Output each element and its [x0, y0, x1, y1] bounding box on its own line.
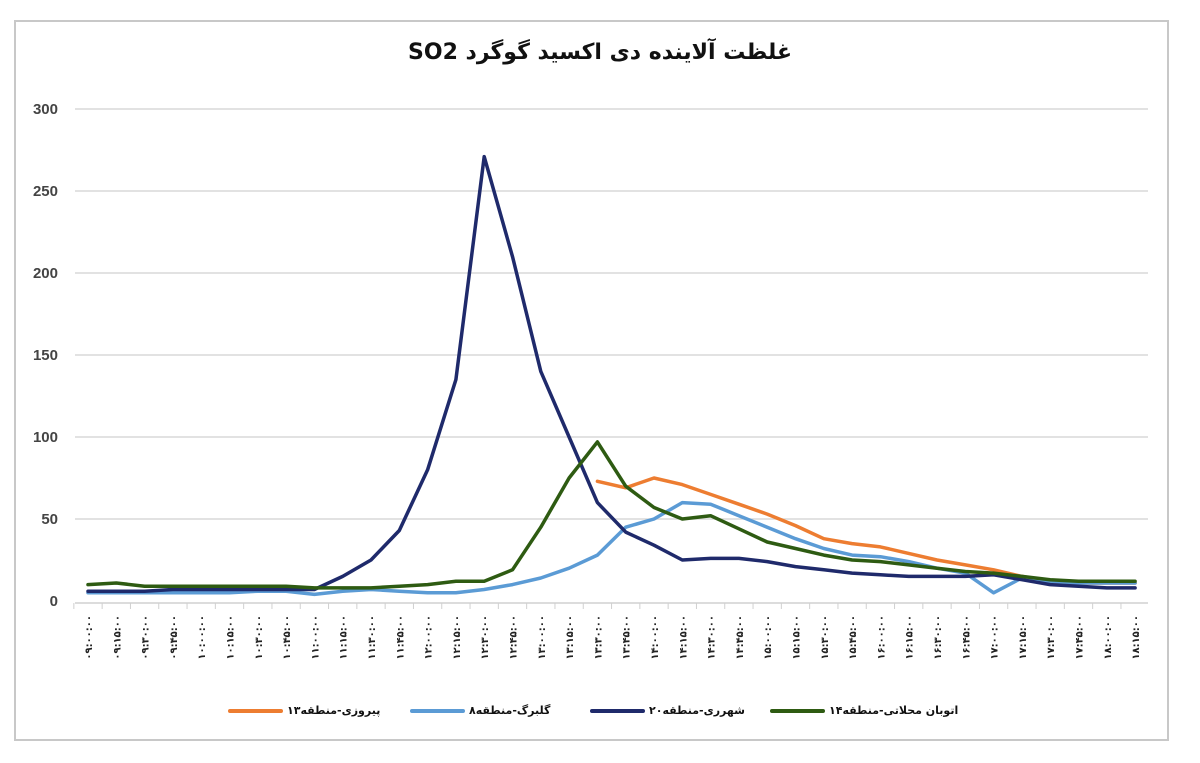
- x-tick-label: ۱۲:۰۰:۰۰: [424, 615, 435, 660]
- x-tick-label: ۰۹:۴۵:۰۰: [169, 615, 180, 660]
- legend-swatch-navy: [590, 708, 645, 713]
- x-axis: ۰۹:۰۰:۰۰ ۰۹:۱۵:۰۰ ۰۹:۳۰:۰۰ ۰۹:۴۵:۰۰ ۱۰:۰۰:۰۰…: [73, 602, 1148, 660]
- series-line: [86, 440, 1137, 590]
- x-tick-label: ۱۴:۴۵:۰۰: [735, 615, 746, 660]
- legend-label: اتوبان محلاتی-منطقه۱۴: [829, 704, 959, 717]
- legend-item-piroozi: پیروزی-منطقه۱۳: [228, 704, 380, 717]
- y-tick-label: 0: [50, 593, 58, 610]
- x-tick-label: ۱۶:۱۵:۰۰: [905, 615, 916, 660]
- x-tick-label: ۱۷:۳۰:۰۰: [1046, 615, 1057, 660]
- series-line: [86, 154, 1137, 593]
- x-tick-label: ۱۵:۰۰:۰۰: [763, 615, 774, 660]
- legend-item-mahallati: اتوبان محلاتی-منطقه۱۴: [770, 704, 958, 717]
- y-tick-label: 250: [33, 183, 58, 200]
- x-tick-label: ۱۱:۴۵:۰۰: [395, 615, 406, 660]
- chart-title: غلظت آلاینده دی اکسید گوگرد SO2: [408, 40, 792, 65]
- x-tick-label: ۱۸:۰۰:۰۰: [1103, 615, 1114, 660]
- y-tick-label: 100: [33, 429, 58, 446]
- y-tick-label: 150: [33, 347, 58, 364]
- x-tick-label: ۱۰:۳۰:۰۰: [254, 615, 265, 660]
- x-tick-label: ۱۲:۱۵:۰۰: [452, 615, 463, 660]
- x-tick-label: ۰۹:۳۰:۰۰: [141, 615, 152, 660]
- x-tick-label: ۱۲:۳۰:۰۰: [480, 615, 491, 660]
- x-tick-label: ۱۸:۱۵:۰۰: [1131, 615, 1142, 660]
- legend-label: پیروزی-منطقه۱۳: [287, 704, 381, 717]
- y-tick-label: 50: [41, 511, 58, 528]
- legend: پیروزی-منطقه۱۳ گلبرگ-منطقه۸ شهرری-منطقه۲…: [0, 704, 1200, 724]
- x-tick-label: ۱۶:۰۰:۰۰: [876, 615, 887, 660]
- x-tick-label: ۰۹:۱۵:۰۰: [112, 615, 123, 660]
- x-tick-label: ۱۰:۰۰:۰۰: [197, 615, 208, 660]
- legend-swatch-orange: [228, 708, 283, 713]
- x-tick-label: ۱۲:۴۵:۰۰: [509, 615, 520, 660]
- x-tick-label: ۱۵:۱۵:۰۰: [792, 615, 803, 660]
- x-tick-label: ۱۱:۱۵:۰۰: [339, 615, 350, 660]
- x-tick-label: ۱۴:۱۵:۰۰: [678, 615, 689, 660]
- legend-swatch-lightblue: [410, 708, 465, 713]
- x-tick-label: ۱۳:۳۰:۰۰: [593, 615, 604, 660]
- x-tick-label: ۱۰:۴۵:۰۰: [282, 615, 293, 660]
- x-tick-label: ۱۰:۱۵:۰۰: [226, 615, 237, 660]
- chart-frame: [14, 20, 1169, 741]
- legend-label: شهرری-منطقه۲۰: [649, 704, 745, 717]
- x-tick-label: ۱۵:۳۰:۰۰: [820, 615, 831, 660]
- x-tick-label: ۰۹:۰۰:۰۰: [84, 615, 95, 660]
- legend-item-shahr-rey: شهرری-منطقه۲۰: [590, 704, 745, 717]
- series-lines: [86, 154, 1137, 597]
- x-tick-label: ۱۳:۰۰:۰۰: [537, 615, 548, 660]
- legend-label: گلبرگ-منطقه۸: [469, 704, 551, 717]
- x-tick-label: ۱۱:۰۰:۰۰: [310, 615, 321, 660]
- y-tick-label: 200: [33, 265, 58, 282]
- gridlines: [75, 108, 1148, 520]
- x-tick-label: ۱۴:۰۰:۰۰: [650, 615, 661, 660]
- y-tick-label: 300: [33, 101, 58, 118]
- x-tick-label: ۱۴:۳۰:۰۰: [707, 615, 718, 660]
- legend-item-golbarg: گلبرگ-منطقه۸: [410, 704, 550, 717]
- x-tick-label: ۱۵:۴۵:۰۰: [848, 615, 859, 660]
- legend-swatch-green: [770, 708, 825, 713]
- x-tick-label: ۱۱:۳۰:۰۰: [367, 615, 378, 660]
- x-tick-label: ۱۷:۱۵:۰۰: [1018, 615, 1029, 660]
- x-tick-label: ۱۶:۳۰:۰۰: [933, 615, 944, 660]
- x-tick-label: ۱۶:۴۵:۰۰: [961, 615, 972, 660]
- x-tick-label: ۱۷:۴۵:۰۰: [1075, 615, 1086, 660]
- x-tick-label: ۱۷:۰۰:۰۰: [990, 615, 1001, 660]
- y-axis: 0 50 100 150 200 250 300: [33, 101, 58, 610]
- x-tick-label: ۱۳:۴۵:۰۰: [622, 615, 633, 660]
- x-tick-label: ۱۳:۱۵:۰۰: [565, 615, 576, 660]
